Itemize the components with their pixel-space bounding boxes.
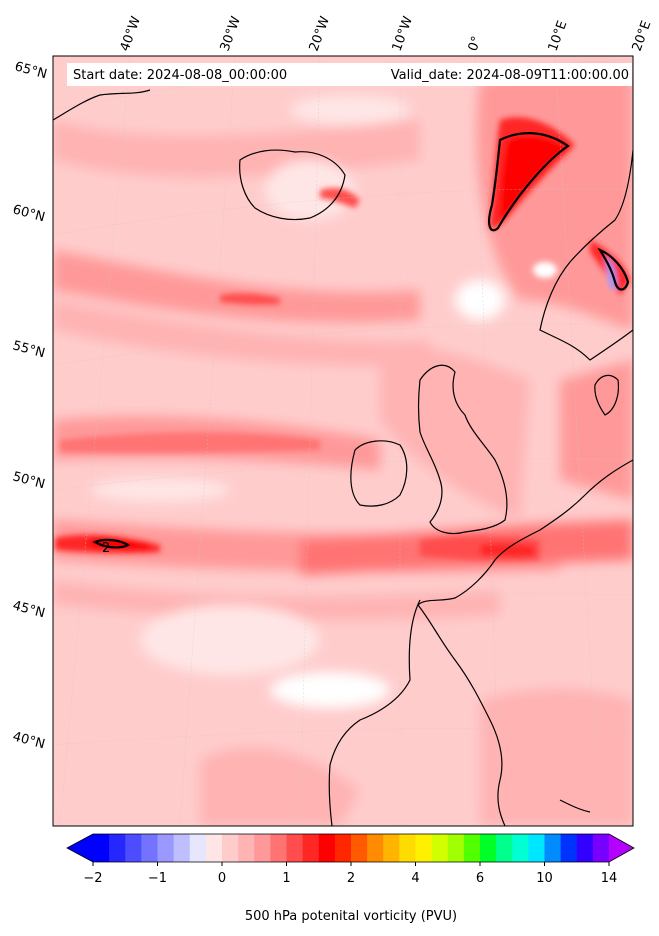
colorbar-tick-label: 2: [347, 871, 355, 886]
scandinavia-coast: [539, 149, 633, 361]
lat-label: 55°N: [11, 338, 47, 361]
colorbar-segment: [125, 834, 142, 862]
valid-date-label: Valid_date: 2024-08-09T11:00:00.00: [391, 68, 629, 83]
colorbar-label: 500 hPa potenital vorticity (PVU): [245, 909, 457, 924]
colorbar-segment: [318, 834, 336, 862]
colorbar-min-extension: [67, 834, 93, 862]
pv-field: 2: [53, 56, 633, 826]
colorbar: [66, 833, 635, 863]
iceland-coast: [239, 149, 346, 221]
colorbar-segment: [383, 834, 400, 862]
colorbar-segment: [93, 834, 110, 862]
continental-coast: [417, 459, 633, 826]
colorbar-segment: [270, 834, 287, 862]
lon-label: 0°: [466, 34, 485, 53]
colorbar-segment: [109, 834, 126, 862]
header-box: [67, 63, 632, 86]
colorbar-segment: [367, 834, 384, 862]
lon-label: 10°W: [390, 14, 416, 53]
lon-label: 20°E: [630, 19, 655, 54]
colorbar-segment: [141, 834, 158, 862]
colorbar-segment: [544, 834, 562, 862]
iberia-coast: [328, 599, 421, 826]
colorbar-segment: [189, 834, 207, 862]
colorbar-segment: [463, 834, 481, 862]
great-britain-coast: [417, 364, 508, 535]
colorbar-tick-label: 4: [411, 871, 419, 886]
colorbar-segment: [431, 834, 449, 862]
colorbar-segment: [254, 834, 271, 862]
colorbar-segment: [447, 834, 465, 862]
colorbar-segment: [286, 834, 304, 862]
lat-label: 60°N: [11, 202, 47, 225]
colorbar-segment: [173, 834, 191, 862]
coastlines: [53, 89, 633, 826]
colorbar-tick-label: 1: [282, 871, 290, 886]
colorbar-segment: [496, 834, 513, 862]
lat-label: 50°N: [11, 469, 47, 492]
colorbar-segment: [399, 834, 416, 862]
longitude-labels: 40°W 30°W 20°W 10°W 0° 10°E 20°E: [118, 14, 655, 53]
colorbar-tick-label: −2: [83, 871, 102, 886]
lon-label: 10°E: [546, 19, 571, 54]
colorbar-segment: [560, 834, 578, 862]
colorbar-segment: [528, 834, 545, 862]
lat-label: 65°N: [13, 59, 49, 82]
colorbar-segment: [238, 834, 255, 862]
colorbar-tick-label: 14: [601, 871, 618, 886]
lon-label: 30°W: [218, 14, 244, 53]
colorbar-segment: [302, 834, 320, 862]
colorbar-tick-label: 0: [218, 871, 226, 886]
colorbar-tick-label: 6: [476, 871, 484, 886]
colorbar-segment: [576, 834, 594, 862]
graticule: [53, 56, 633, 826]
map-frame: [52, 55, 634, 827]
colorbar-max-extension: [609, 834, 634, 862]
lat-label: 40°N: [11, 729, 47, 752]
colorbar-ticks: −2 −1 0 1 2 4 6 10 14: [83, 862, 617, 886]
colorbar-segment: [157, 834, 175, 862]
latitude-labels: 65°N 60°N 55°N 50°N 45°N 40°N: [11, 59, 49, 752]
colorbar-segment: [351, 834, 368, 862]
colorbar-tick-label: −1: [148, 871, 167, 886]
lat-label: 45°N: [11, 598, 47, 621]
colorbar-segment: [592, 834, 610, 862]
colorbar-segment: [334, 834, 352, 862]
ireland-coast: [350, 440, 408, 507]
pv-2-contours: [92, 132, 630, 549]
start-date-label: Start date: 2024-08-08_00:00:00: [73, 68, 287, 83]
colorbar-segment: [222, 834, 239, 862]
lon-label: 20°W: [307, 14, 333, 53]
colorbar-segment: [480, 834, 497, 862]
colorbar-segment: [205, 834, 223, 862]
colorbar-segment: [512, 834, 529, 862]
colorbar-segment: [415, 834, 433, 862]
contour-label: 2: [102, 541, 110, 556]
colorbar-tick-label: 10: [536, 871, 553, 886]
lon-label: 40°W: [118, 14, 144, 53]
